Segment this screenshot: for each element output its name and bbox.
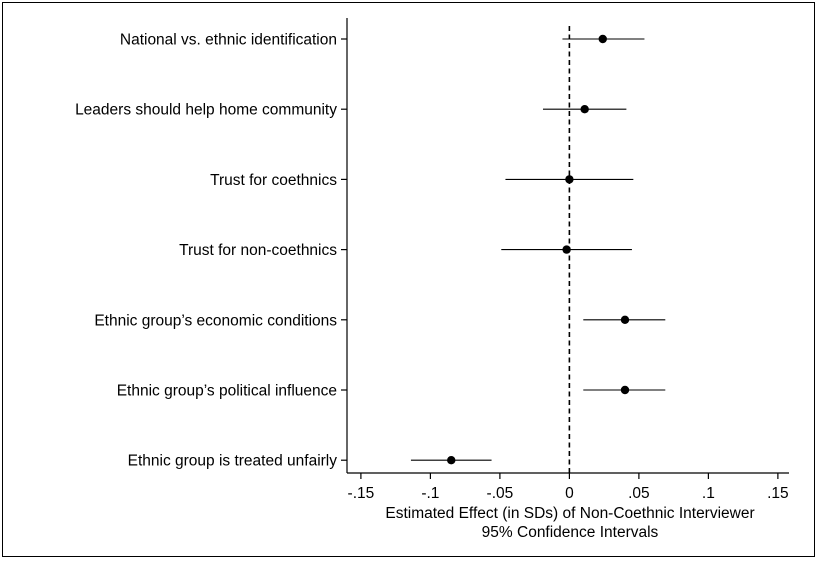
- x-tick-label: .1: [702, 485, 715, 502]
- category-label: National vs. ethnic identification: [120, 32, 337, 49]
- category-label: Trust for coethnics: [210, 172, 337, 189]
- category-label: Ethnic group’s political influence: [117, 383, 337, 400]
- x-tick-label: -.1: [421, 485, 439, 502]
- point-estimate: [620, 385, 630, 395]
- axes: [341, 18, 789, 479]
- x-axis-title: Estimated Effect (in SDs) of Non-Coethni…: [385, 505, 754, 522]
- category-label: Ethnic group is treated unfairly: [128, 453, 338, 470]
- x-tick-label: -.15: [348, 485, 375, 502]
- category-label: Ethnic group’s economic conditions: [94, 312, 337, 329]
- point-estimate: [447, 456, 456, 465]
- point-estimate: [565, 175, 574, 184]
- point-estimate: [598, 34, 607, 44]
- point-estimate: [580, 105, 589, 114]
- x-axis-subtitle: 95% Confidence Intervals: [482, 524, 659, 541]
- x-tick-label: .15: [767, 485, 789, 502]
- x-tick-label: -.05: [487, 485, 514, 502]
- point-estimate: [620, 315, 630, 324]
- category-label: Trust for non-coethnics: [179, 242, 337, 259]
- category-labels: National vs. ethnic identification Leader…: [75, 32, 337, 470]
- category-label: Leaders should help home community: [75, 102, 337, 119]
- x-tick-label: 0: [565, 485, 574, 502]
- estimates: [410, 34, 666, 465]
- point-estimate: [562, 245, 571, 254]
- x-tick-labels: -.15 -.1 -.05 0 .05 .1 .15: [348, 485, 789, 502]
- x-tick-label: .05: [628, 485, 650, 502]
